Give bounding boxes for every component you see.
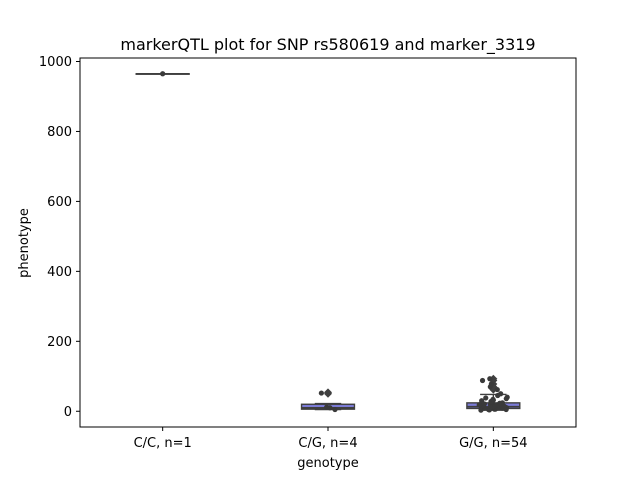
x-axis: C/C, n=1 C/G, n=4 G/G, n=54 xyxy=(134,427,528,451)
plot-area xyxy=(135,71,521,413)
data-point xyxy=(479,377,486,384)
y-tick-label: 1000 xyxy=(39,55,72,70)
data-point xyxy=(490,396,496,402)
data-point xyxy=(487,376,493,382)
x-axis-label: genotype xyxy=(297,456,358,471)
data-point xyxy=(483,395,489,401)
data-point xyxy=(498,391,504,397)
outlier-marker xyxy=(324,388,332,397)
data-point xyxy=(488,381,494,387)
y-axis-label: phenotype xyxy=(17,208,32,278)
data-point xyxy=(324,404,330,410)
y-tick-label: 200 xyxy=(47,335,72,350)
plot-frame xyxy=(79,57,577,428)
data-point xyxy=(479,398,485,404)
y-tick-label: 0 xyxy=(64,405,72,420)
chart-title: markerQTL plot for SNP rs580619 and mark… xyxy=(120,35,535,55)
x-tick-label: C/C, n=1 xyxy=(134,436,192,451)
data-point xyxy=(499,400,506,406)
x-tick-label: C/G, n=4 xyxy=(298,436,357,451)
data-point xyxy=(160,71,166,77)
y-axis: 0 200 400 600 800 1000 xyxy=(39,55,80,420)
x-tick-label: G/G, n=54 xyxy=(459,436,527,451)
data-point xyxy=(494,386,500,393)
y-tick-label: 800 xyxy=(47,125,72,140)
y-tick-label: 600 xyxy=(47,195,72,210)
data-point xyxy=(318,390,324,396)
data-point xyxy=(504,394,510,400)
data-point xyxy=(332,406,338,413)
y-tick-label: 400 xyxy=(47,265,72,280)
